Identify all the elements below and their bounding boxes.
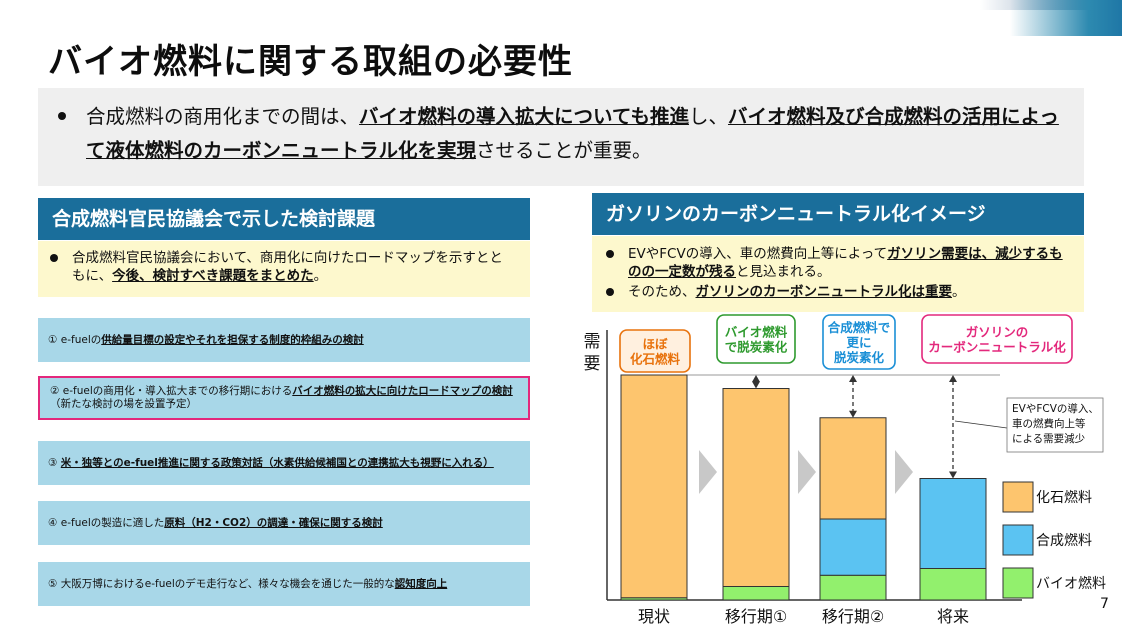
top-accent-block: [1010, 0, 1122, 36]
issue-item-4: ④ e-fuelの製造に適した原料（H2・CO2）の調達・確保に関する検討: [38, 501, 530, 545]
transition-arrow: [895, 450, 913, 494]
left-note-box: 合成燃料官民協議会において、商用化に向けたロードマップを示すとともに、今後、検討…: [38, 241, 530, 297]
issue-number: ⑤: [48, 577, 58, 590]
annotation-text: 車の燃費向上等: [1012, 417, 1086, 430]
issue-emphasis: 供給量目標の設定やそれを担保する制度的枠組みの検討: [101, 333, 364, 346]
issue-text: ① e-fuelの供給量目標の設定やそれを担保する制度的枠組みの検討: [48, 334, 530, 347]
issue-prefix: e-fuelの: [60, 333, 102, 346]
x-tick-label: 現状: [638, 607, 670, 626]
callout-text: ガソリンの: [966, 325, 1029, 340]
legend-swatch: [1002, 481, 1034, 513]
right-note-bullet-1: EVやFCVの導入、車の燃費向上等によってガソリン需要は、減少するものの一定数が…: [592, 236, 1084, 281]
bar-合成燃料: [919, 478, 987, 569]
issue-emphasis: 認知度向上: [394, 577, 448, 590]
issue-prefix: 大阪万博におけるe-fuelのデモ走行など、様々な機会を通じた一般的な: [60, 577, 395, 590]
left-note-text: 合成燃料官民協議会において、商用化に向けたロードマップを示すとともに、今後、検討…: [38, 241, 530, 285]
bar-バイオ燃料: [919, 568, 987, 601]
bullet-dot: [50, 254, 58, 262]
issue-item-2: ② e-fuelの商用化・導入拡大までの移行期におけるバイオ燃料の拡大に向けたロ…: [38, 376, 530, 420]
issue-number: ①: [48, 333, 58, 346]
page-title: バイオ燃料に関する取組の必要性: [48, 42, 573, 82]
callout-text: ほぼ: [642, 337, 668, 352]
issue-number: ③: [48, 456, 58, 469]
left-section-header: 合成燃料官民協議会で示した検討課題: [38, 198, 530, 240]
y-axis-label: 要: [584, 354, 601, 374]
y-axis-label: 需: [584, 332, 601, 352]
issue-emphasis: バイオ燃料の拡大に向けたロードマップの検討: [292, 385, 513, 397]
right-note-box: EVやFCVの導入、車の燃費向上等によってガソリン需要は、減少するものの一定数が…: [592, 236, 1084, 312]
bar-化石燃料: [722, 388, 790, 587]
legend-label: バイオ燃料: [1036, 575, 1106, 592]
annotation-text: EVやFCVの導入、: [1012, 402, 1099, 415]
arrow-head: [752, 375, 760, 382]
issue-item-1: ① e-fuelの供給量目標の設定やそれを担保する制度的枠組みの検討: [38, 318, 530, 362]
callout-text: バイオ燃料: [725, 325, 788, 340]
issue-text: ④ e-fuelの製造に適した原料（H2・CO2）の調達・確保に関する検討: [48, 517, 530, 530]
callout-text: 化石燃料: [630, 352, 681, 367]
bar-合成燃料: [819, 518, 887, 576]
summary-text: 合成燃料の商用化までの間は、バイオ燃料の導入拡大についても推進し、バイオ燃料及び…: [86, 105, 1059, 162]
issue-number: ④: [48, 516, 58, 529]
callout-box: [921, 314, 1073, 364]
x-tick-label: 移行期②: [822, 607, 884, 626]
annotation-leader: [954, 420, 1008, 429]
bar-化石燃料: [819, 417, 887, 520]
transition-arrow: [798, 450, 816, 494]
x-tick-label: 将来: [937, 607, 969, 626]
issue-prefix: e-fuelの製造に適した: [60, 516, 165, 529]
annotation-text: による需要減少: [1012, 432, 1085, 445]
right-section-header: ガソリンのカーボンニュートラル化イメージ: [592, 193, 1084, 235]
legend-swatch: [1002, 524, 1034, 556]
arrow-head: [949, 375, 957, 382]
issue-number: ②: [50, 385, 60, 397]
callout-box: [619, 329, 691, 373]
annotation-box: [1006, 397, 1104, 453]
issue-text: ③ 米・独等とのe-fuel推進に関する政策対話（水素供給候補国との連携拡大も視…: [48, 457, 530, 470]
bar-バイオ燃料: [722, 586, 790, 601]
bullet-dot: [58, 112, 66, 120]
bar-バイオ燃料: [819, 574, 887, 601]
issue-emphasis: 原料（H2・CO2）の調達・確保に関する検討: [164, 516, 383, 529]
callout-text: 合成燃料で: [828, 320, 891, 335]
callout-text: カーボンニュートラル化: [928, 340, 1066, 355]
legend-label: 合成燃料: [1036, 532, 1092, 549]
transition-arrow: [699, 450, 717, 494]
callout-text: 更に: [846, 335, 871, 350]
issue-prefix: e-fuelの商用化・導入拡大までの移行期における: [62, 385, 293, 397]
callout-text: 脱炭素化: [834, 350, 885, 365]
callout-box: [716, 314, 796, 364]
x-tick-label: 移行期①: [725, 607, 787, 626]
legend-label: 化石燃料: [1036, 489, 1092, 506]
arrow-head: [949, 471, 957, 479]
issue-subnote: （新たな検討の場を設置予定）: [50, 398, 197, 410]
callout-text: で脱炭素化: [725, 340, 788, 355]
bullet-dot: [606, 288, 614, 296]
page-number: 7: [1100, 596, 1109, 612]
issue-item-3: ③ 米・独等とのe-fuel推進に関する政策対話（水素供給候補国との連携拡大も視…: [38, 441, 530, 485]
right-note-bullet-2: そのため、ガソリンのカーボンニュートラル化は重要。: [592, 281, 1084, 301]
bullet-dot: [606, 250, 614, 258]
summary-box: 合成燃料の商用化までの間は、バイオ燃料の導入拡大についても推進し、バイオ燃料及び…: [38, 88, 1084, 186]
callout-box: [822, 314, 896, 370]
bar-化石燃料: [620, 374, 688, 599]
arrow-head: [849, 410, 857, 418]
issue-item-5: ⑤ 大阪万博におけるe-fuelのデモ走行など、様々な機会を通じた一般的な認知度…: [38, 562, 530, 606]
issue-text: ② e-fuelの商用化・導入拡大までの移行期におけるバイオ燃料の拡大に向けたロ…: [50, 385, 528, 398]
issue-emphasis: 米・独等とのe-fuel推進に関する政策対話（水素供給候補国との連携拡大も視野に…: [60, 456, 494, 469]
legend-swatch: [1002, 567, 1034, 599]
issue-text: ⑤ 大阪万博におけるe-fuelのデモ走行など、様々な機会を通じた一般的な認知度…: [48, 578, 530, 591]
arrow-head: [752, 381, 760, 389]
arrow-head: [849, 375, 857, 382]
